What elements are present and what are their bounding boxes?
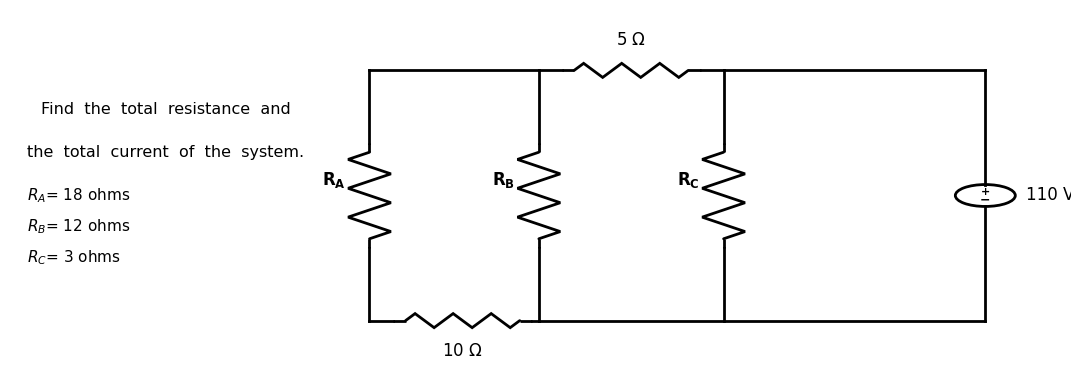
Text: Find  the  total  resistance  and: Find the total resistance and (41, 102, 291, 117)
Text: $R_A$= 18 ohms: $R_A$= 18 ohms (27, 186, 130, 205)
Text: $R_C$= 3 ohms: $R_C$= 3 ohms (27, 249, 121, 267)
Text: $\mathbf{R_B}$: $\mathbf{R_B}$ (493, 170, 515, 190)
Text: $\mathbf{R_A}$: $\mathbf{R_A}$ (322, 170, 346, 190)
Text: 5 $\Omega$: 5 $\Omega$ (616, 31, 646, 49)
Text: $R_B$= 12 ohms: $R_B$= 12 ohms (27, 217, 130, 236)
Text: 10 $\Omega$: 10 $\Omega$ (442, 342, 483, 360)
Text: $\mathbf{R_C}$: $\mathbf{R_C}$ (677, 170, 700, 190)
Text: the  total  current  of  the  system.: the total current of the system. (28, 145, 304, 160)
Text: +: + (981, 187, 990, 197)
Text: 110 V: 110 V (1026, 187, 1071, 204)
Text: −: − (980, 193, 991, 206)
